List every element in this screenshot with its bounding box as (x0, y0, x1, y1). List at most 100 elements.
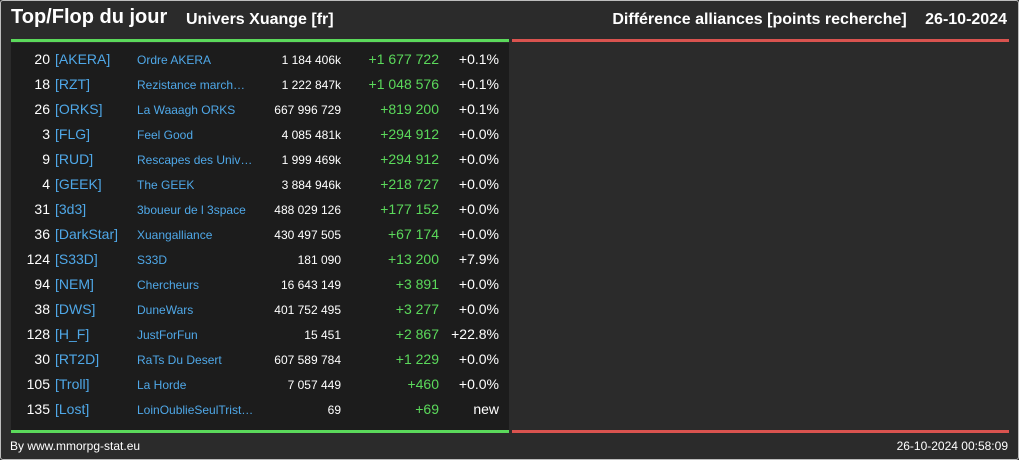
alliance-points: 1 999 469k (281, 153, 341, 167)
percent-change: +0.0% (458, 201, 499, 217)
alliance-points: 7 057 449 (287, 378, 341, 392)
percent-change: +7.9% (458, 251, 499, 267)
table-row: 26 [ORKS] La Waaagh ORKS 667 996 729 +819 20… (11, 97, 509, 122)
generated-timestamp: 26-10-2024 00:58:09 (896, 439, 1008, 453)
top-panel: 20 [AKERA] Ordre AKERA 1 184 406k +1 677 722… (11, 43, 509, 430)
points-difference: +294 912 (380, 151, 439, 167)
percent-change: +0.0% (458, 376, 499, 392)
alliance-tag-link[interactable]: [AKERA] (55, 51, 111, 67)
alliance-points: 667 996 729 (274, 103, 341, 117)
points-difference: +3 891 (395, 276, 439, 292)
alliance-rank: 18 (34, 76, 50, 92)
alliance-rank: 135 (26, 401, 50, 417)
alliance-name-link[interactable]: Feel Good (137, 128, 194, 142)
alliance-tag-link[interactable]: [RT2D] (55, 351, 100, 367)
table-row: 135 [Lost] LoinOublieSeulTrist… 69 +69 new (11, 397, 509, 422)
percent-change: +0.1% (458, 76, 499, 92)
alliance-tag-link[interactable]: [3d3] (55, 201, 87, 217)
alliance-name-link[interactable]: La Waaagh ORKS (137, 103, 236, 117)
table-row: 18 [RZT] Rezistance march… 1 222 847k +1 048… (11, 72, 509, 97)
table-row: 124 [S33D] S33D 181 090 +13 200 +7.9% (11, 247, 509, 272)
alliance-points: 1 222 847k (281, 78, 341, 92)
alliance-points: 15 451 (304, 328, 341, 342)
alliance-name-link[interactable]: The GEEK (137, 178, 195, 192)
alliance-name-link[interactable]: Xuangalliance (137, 228, 213, 242)
alliance-rank: 36 (34, 226, 50, 242)
alliance-tag-link[interactable]: [ORKS] (55, 101, 103, 117)
alliance-name-link[interactable]: LoinOublieSeulTrist… (137, 403, 254, 417)
alliance-tag-link[interactable]: [NEM] (55, 276, 94, 292)
alliance-points: 4 085 481k (281, 128, 341, 142)
alliance-name-link[interactable]: La Horde (137, 378, 187, 392)
table-row: 20 [AKERA] Ordre AKERA 1 184 406k +1 677 722… (11, 47, 509, 72)
alliance-name-link[interactable]: S33D (137, 253, 168, 267)
alliance-rank: 105 (26, 376, 50, 392)
top-divider (11, 39, 509, 42)
table-row: 3 [FLG] Feel Good 4 085 481k +294 912 +0.0% (11, 122, 509, 147)
flop-bottom-divider (512, 430, 1009, 433)
alliance-tag-link[interactable]: [GEEK] (55, 176, 102, 192)
alliance-name-link[interactable]: DuneWars (137, 303, 194, 317)
percent-change: +0.0% (458, 176, 499, 192)
alliance-rank: 3 (42, 126, 50, 142)
alliance-points: 69 (327, 403, 341, 417)
percent-change: +0.0% (458, 351, 499, 367)
alliance-points: 488 029 126 (274, 203, 341, 217)
alliance-name-link[interactable]: RaTs Du Desert (137, 353, 222, 367)
table-row: 36 [DarkStar] Xuangalliance 430 497 505 +67 … (11, 222, 509, 247)
table-row: 38 [DWS] DuneWars 401 752 495 +3 277 +0.0% (11, 297, 509, 322)
flop-panel (512, 43, 1009, 430)
percent-change: +0.0% (458, 151, 499, 167)
alliance-tag-link[interactable]: [Troll] (55, 376, 90, 392)
source-credit: By www.mmorpg-stat.eu (10, 439, 141, 453)
alliance-name-link[interactable]: Rescapes des Univ… (137, 153, 253, 167)
points-difference: +460 (407, 376, 439, 392)
percent-change: +0.0% (458, 126, 499, 142)
alliance-name-link[interactable]: Rezistance march… (137, 78, 246, 92)
alliance-rank: 31 (34, 201, 50, 217)
alliance-rank: 9 (42, 151, 50, 167)
table-row: 4 [GEEK] The GEEK 3 884 946k +218 727 +0.0% (11, 172, 509, 197)
alliance-tag-link[interactable]: [FLG] (55, 126, 91, 142)
percent-change: +0.0% (458, 226, 499, 242)
points-difference: +67 174 (388, 226, 439, 242)
top-bottom-divider (11, 430, 509, 433)
alliance-tag-link[interactable]: [H_F] (55, 326, 90, 342)
points-difference: +1 677 722 (368, 51, 439, 67)
ranking-type-label: Différence alliances [points recherche] (612, 11, 907, 28)
table-row: 105 [Troll] La Horde 7 057 449 +460 +0.0% (11, 372, 509, 397)
alliance-name-link[interactable]: 3boueur de l 3space (137, 203, 246, 217)
alliance-name-link[interactable]: Ordre AKERA (137, 53, 212, 67)
alliance-tag-link[interactable]: [DWS] (55, 301, 96, 317)
table-row: 9 [RUD] Rescapes des Univ… 1 999 469k +294 9… (11, 147, 509, 172)
alliance-tag-link[interactable]: [RZT] (55, 76, 90, 92)
alliance-tag-link[interactable]: [RUD] (55, 151, 94, 167)
points-difference: +819 200 (380, 101, 439, 117)
alliance-name-link[interactable]: JustForFun (137, 328, 198, 342)
points-difference: +69 (415, 401, 439, 417)
alliance-points: 1 184 406k (281, 53, 341, 67)
alliance-points: 16 643 149 (280, 278, 341, 292)
percent-change: new (473, 401, 499, 417)
points-difference: +13 200 (388, 251, 439, 267)
alliance-name-link[interactable]: Chercheurs (137, 278, 200, 292)
percent-change: +0.0% (458, 301, 499, 317)
header-right: Différence alliances [points recherche] … (612, 11, 1007, 29)
percent-change: +0.1% (458, 101, 499, 117)
alliance-rank: 26 (34, 101, 50, 117)
table-row: 94 [NEM] Chercheurs 16 643 149 +3 891 +0.0% (11, 272, 509, 297)
alliance-tag-link[interactable]: [Lost] (55, 401, 90, 417)
alliance-points: 181 090 (297, 253, 341, 267)
alliance-tag-link[interactable]: [DarkStar] (55, 226, 119, 242)
universe-subtitle: Univers Xuange [fr] (186, 11, 334, 28)
alliance-tag-link[interactable]: [S33D] (55, 251, 98, 267)
page-title: Top/Flop du jour (11, 6, 168, 28)
alliance-points: 607 589 784 (274, 353, 341, 367)
table-row: 30 [RT2D] RaTs Du Desert 607 589 784 +1 229 +… (11, 347, 509, 372)
alliance-points: 401 752 495 (274, 303, 341, 317)
points-difference: +294 912 (380, 126, 439, 142)
percent-change: +0.1% (458, 51, 499, 67)
percent-change: +0.0% (458, 276, 499, 292)
alliance-rank: 94 (34, 276, 50, 292)
points-difference: +218 727 (380, 176, 439, 192)
